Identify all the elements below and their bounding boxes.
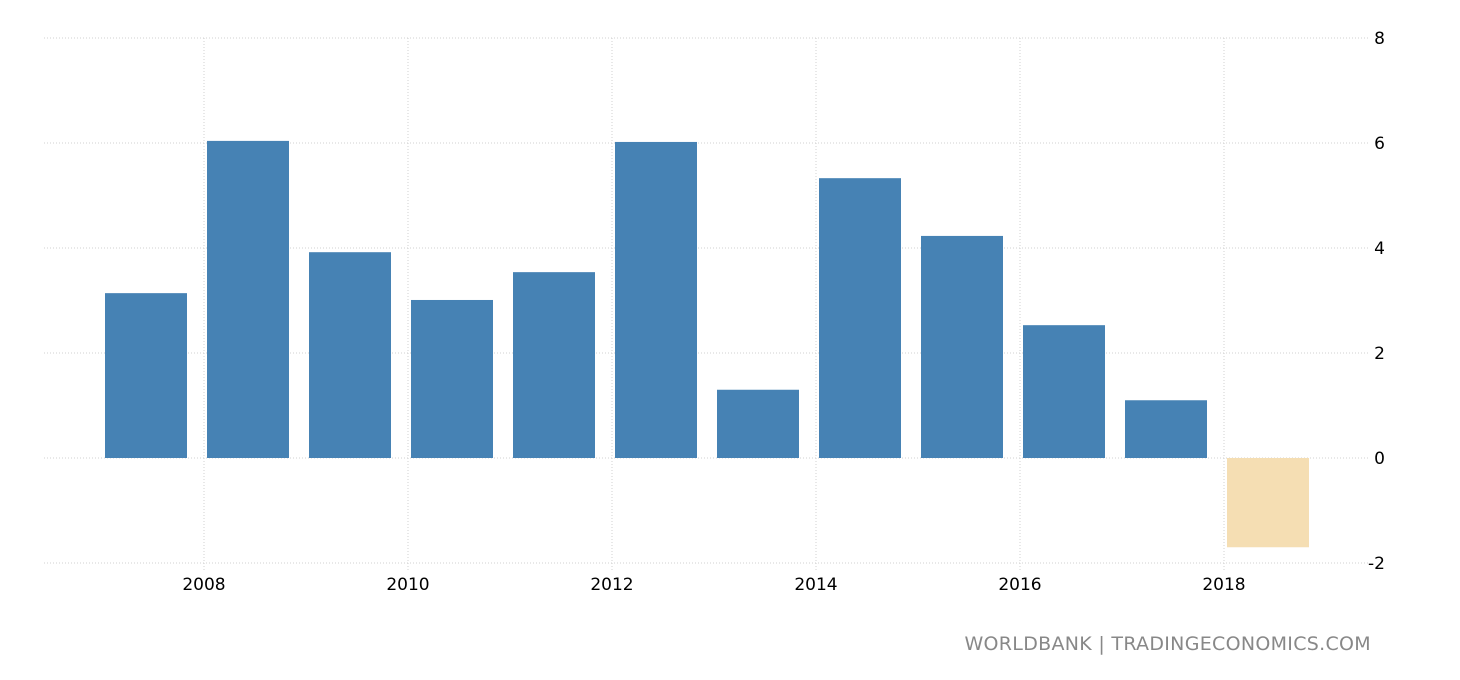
bar-2010 (411, 299, 493, 458)
bar-2013 (717, 389, 799, 458)
x-tick-label: 2014 (794, 575, 837, 595)
bar-2008 (207, 140, 289, 458)
bar-2016 (1023, 325, 1105, 458)
x-tick-label: 2008 (182, 575, 225, 595)
bar-2015 (921, 235, 1003, 458)
bar-2007 (105, 293, 187, 458)
x-tick-label: 2016 (998, 575, 1041, 595)
bar-2011 (513, 272, 595, 458)
x-tick-label: 2018 (1202, 575, 1245, 595)
bar-2012 (615, 141, 697, 458)
bar-2018 (1227, 458, 1309, 548)
bar-2009 (309, 252, 391, 458)
y-tick-label: 6 (1374, 134, 1385, 154)
y-tick-label: 2 (1374, 344, 1385, 364)
y-tick-label: 4 (1374, 239, 1385, 259)
y-tick-label: 8 (1374, 29, 1385, 49)
y-tick-label: -2 (1368, 554, 1385, 574)
source-credit: WORLDBANK | TRADINGECONOMICS.COM (964, 633, 1371, 655)
y-tick-label: 0 (1374, 449, 1385, 469)
x-tick-label: 2012 (590, 575, 633, 595)
x-tick-label: 2010 (386, 575, 429, 595)
bar-2017 (1125, 400, 1207, 458)
bar-2014 (819, 178, 901, 459)
